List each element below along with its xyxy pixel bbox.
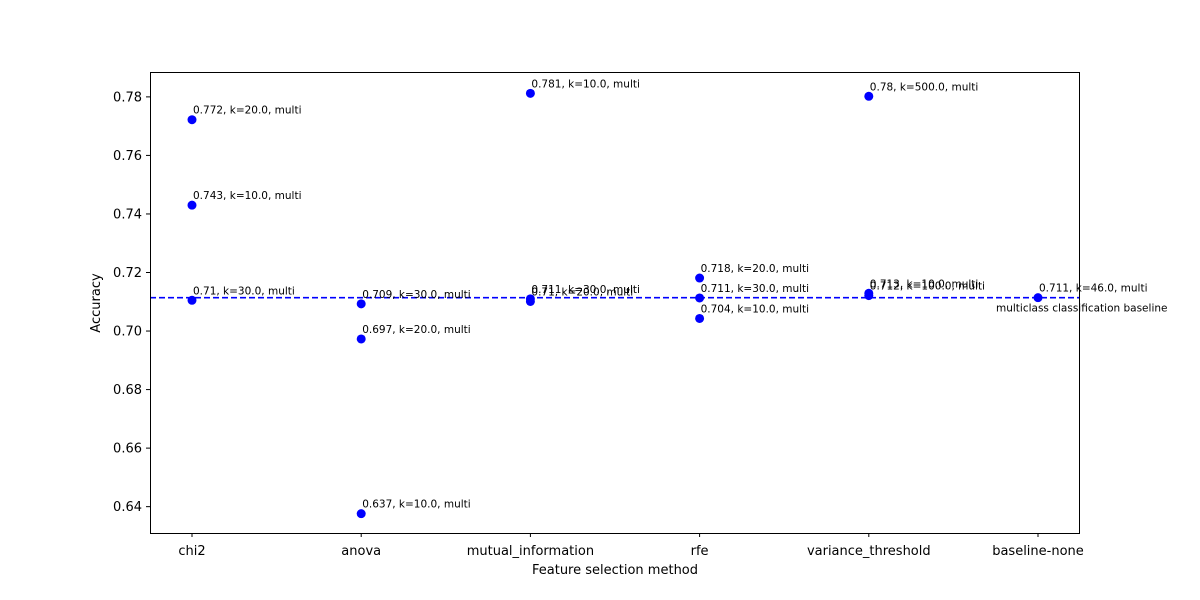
data-point xyxy=(695,313,705,323)
x-tick-label-anova: anova xyxy=(341,544,381,559)
data-point xyxy=(695,293,705,303)
axes-frame xyxy=(150,72,1080,534)
data-point xyxy=(1033,293,1043,303)
data-point xyxy=(187,295,197,305)
data-point xyxy=(356,334,366,344)
data-point-label: 0.711, k=30.0, multi xyxy=(701,283,810,295)
data-point xyxy=(864,291,874,301)
baseline-label: multiclass classification baseline xyxy=(996,303,1167,315)
x-tick-label-baseline-none: baseline-none xyxy=(992,544,1084,559)
y-tick-label-0.78: 0.78 xyxy=(113,90,142,105)
data-point-label: 0.781, k=10.0, multi xyxy=(531,78,640,90)
data-point xyxy=(356,299,366,309)
data-point-label: 0.71, k=30.0, multi xyxy=(193,285,295,297)
data-point-label: 0.71, k=20.0, multi xyxy=(531,286,633,298)
data-point-label: 0.704, k=10.0, multi xyxy=(701,303,810,315)
data-point xyxy=(525,296,535,306)
data-point xyxy=(695,273,705,283)
data-point-label: 0.713, k=10.0, multi xyxy=(870,278,979,290)
y-axis-label: Accuracy xyxy=(89,273,104,333)
data-point xyxy=(187,115,197,125)
data-point-label: 0.709, k=30.0, multi xyxy=(362,289,471,301)
data-point xyxy=(187,200,197,210)
y-tick-label-0.64: 0.64 xyxy=(113,500,142,515)
data-point-label: 0.711, k=46.0, multi xyxy=(1039,283,1148,295)
data-point-label: 0.637, k=10.0, multi xyxy=(362,499,471,511)
x-tick-label-mutual_information: mutual_information xyxy=(467,544,594,559)
data-point-label: 0.697, k=20.0, multi xyxy=(362,324,471,336)
y-tick-label-0.70: 0.70 xyxy=(113,325,142,340)
x-tick-label-rfe: rfe xyxy=(691,544,709,559)
data-point xyxy=(864,91,874,101)
x-tick-label-variance_threshold: variance_threshold xyxy=(807,544,931,559)
data-point xyxy=(356,509,366,519)
data-point-label: 0.772, k=20.0, multi xyxy=(193,105,302,117)
data-point-label: 0.78, k=500.0, multi xyxy=(870,81,979,93)
data-point-label: 0.743, k=10.0, multi xyxy=(193,190,302,202)
y-tick-label-0.76: 0.76 xyxy=(113,149,142,164)
y-tick-label-0.74: 0.74 xyxy=(113,207,142,222)
y-tick-label-0.72: 0.72 xyxy=(113,266,142,281)
plot-area: 0.772, k=20.0, multi 0.743, k=10.0, multi… xyxy=(150,78,1167,519)
x-axis-label: Feature selection method xyxy=(532,563,698,578)
y-tick-label-0.68: 0.68 xyxy=(113,383,142,398)
data-point-label: 0.711, k=30.0, multi xyxy=(531,284,640,296)
data-point-label: 0.718, k=20.0, multi xyxy=(701,263,810,275)
data-point-label: 0.712, k=100.0, multi xyxy=(870,281,985,293)
data-point xyxy=(525,88,535,98)
y-tick-label-0.66: 0.66 xyxy=(113,442,142,457)
x-tick-label-chi2: chi2 xyxy=(178,544,205,559)
